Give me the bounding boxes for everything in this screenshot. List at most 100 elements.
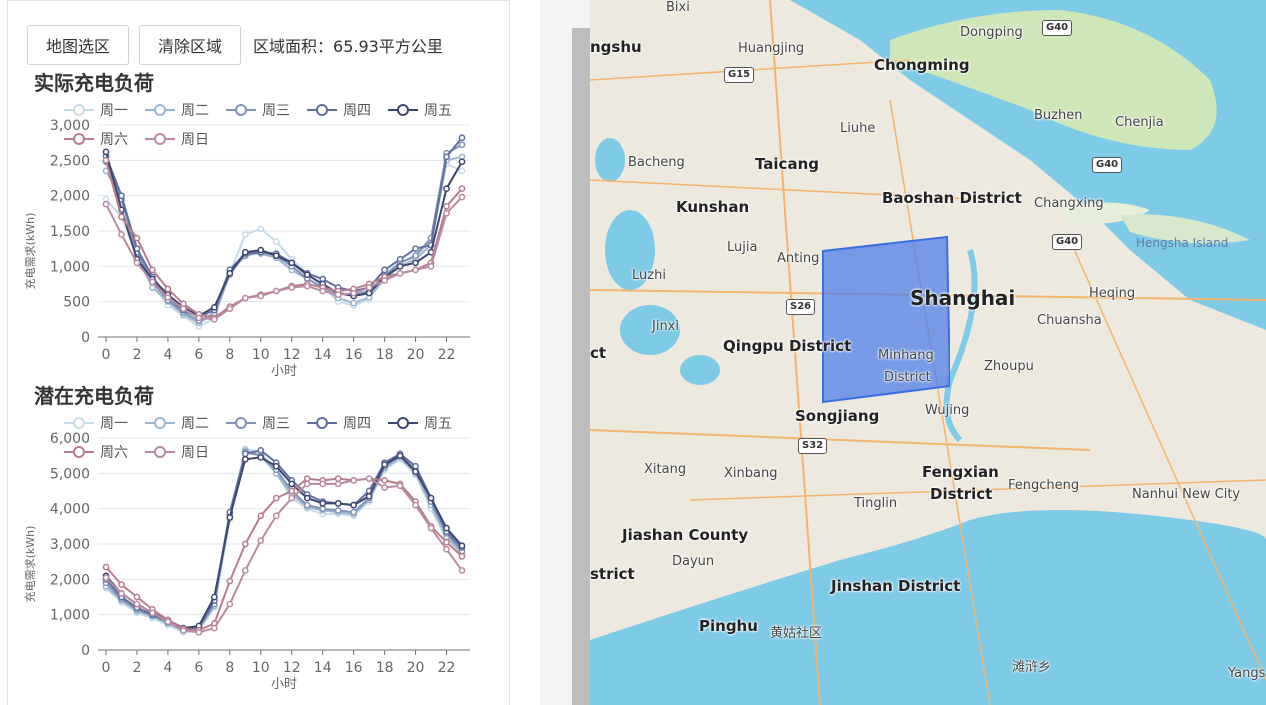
map-place-label: Xinbang — [724, 466, 778, 481]
legend-marker — [316, 104, 328, 116]
x-tick-label: 20 — [407, 347, 425, 363]
data-point — [272, 462, 280, 470]
data-point — [102, 563, 110, 571]
data-point — [443, 153, 450, 161]
data-point — [210, 593, 218, 601]
data-point — [381, 277, 388, 284]
map-place-label: 黄姑社区 — [770, 626, 823, 641]
data-point — [257, 454, 265, 461]
data-point — [319, 505, 327, 513]
data-point — [226, 270, 234, 277]
series-line — [105, 477, 463, 634]
data-point — [149, 284, 156, 291]
data-point — [257, 447, 265, 454]
data-point — [319, 500, 327, 507]
data-point — [334, 480, 342, 488]
x-tick-label: 12 — [283, 660, 301, 676]
data-point — [319, 287, 327, 295]
data-point — [427, 262, 435, 270]
data-point — [226, 514, 234, 521]
panel-card — [7, 0, 510, 705]
y-tick-label: 5,000 — [50, 466, 90, 482]
legend-marker — [235, 417, 247, 429]
data-point — [288, 494, 296, 502]
highway-shield: G40 — [1042, 20, 1073, 36]
data-point — [102, 574, 110, 581]
map-place-label: Chongming — [874, 56, 970, 74]
data-point — [288, 284, 296, 291]
data-point — [118, 213, 125, 221]
x-tick-label: 14 — [314, 660, 332, 676]
data-point — [458, 167, 466, 175]
data-point — [350, 477, 358, 484]
data-point — [195, 628, 203, 636]
x-tick-label: 10 — [252, 660, 270, 676]
x-tick-label: 22 — [438, 347, 456, 363]
data-point — [288, 259, 296, 267]
map-place-label: Minhang — [878, 348, 934, 363]
data-point — [396, 482, 404, 490]
map-place-label: Yangs — [1228, 666, 1266, 681]
map-place-label: Dayun — [672, 554, 715, 569]
potential-load-chart: 潜在充电负荷 周一 周二 周三 周四 周五 周六 周日 0 1,000 2,000 3,000 4,0… — [20, 378, 490, 698]
data-point — [133, 593, 141, 601]
y-tick-label: 1,500 — [50, 224, 90, 240]
data-point — [210, 624, 218, 632]
highway-shield: G40 — [1052, 234, 1083, 250]
map-place-label: Changxing — [1034, 196, 1104, 211]
data-point — [195, 314, 203, 322]
data-point — [303, 271, 311, 279]
map-place-label: Liuhe — [840, 121, 876, 136]
data-point — [257, 225, 265, 233]
map-place-label: Kunshan — [676, 198, 750, 216]
clear-area-button[interactable]: 清除区域 — [139, 25, 242, 65]
x-tick-label: 8 — [225, 660, 234, 676]
map-place-label: Jinshan District — [831, 577, 961, 595]
data-point — [350, 501, 358, 509]
data-point — [241, 540, 249, 548]
legend-label: 周六 — [100, 132, 128, 148]
data-point — [443, 545, 450, 553]
legend-label: 周三 — [262, 416, 290, 432]
legend-marker — [154, 446, 166, 458]
data-point — [334, 500, 342, 507]
y-tick-label: 4,000 — [50, 502, 90, 518]
data-point — [164, 618, 172, 626]
legend-label: 周日 — [181, 132, 209, 148]
data-point — [458, 542, 466, 550]
data-point — [149, 266, 156, 274]
actual-load-chart: 实际充电负荷 周一 周二 周三 周四 周五 周六 周日 0 500 1,000 1,500 2,000… — [20, 65, 490, 385]
y-axis-title: 充电需求(kWh) — [23, 213, 37, 290]
data-point — [241, 294, 249, 302]
x-tick-label: 4 — [163, 660, 172, 676]
data-point — [272, 238, 280, 245]
legend-label: 周五 — [424, 103, 452, 119]
series-line — [105, 451, 463, 631]
legend-label: 周六 — [100, 445, 128, 461]
map-view[interactable]: Dongping Chongming Huangjing ngshu Buzhen Che… — [590, 0, 1266, 705]
legend-marker — [154, 133, 166, 145]
x-tick-label: 4 — [163, 347, 172, 363]
data-point — [412, 252, 419, 260]
data-point — [458, 158, 466, 166]
map-place-label: Zhoupu — [984, 359, 1034, 374]
map-place-label: Jinxi — [652, 319, 679, 334]
scrollbar[interactable] — [572, 28, 590, 705]
selected-area-polygon[interactable] — [820, 234, 950, 404]
map-place-label: Chuansha — [1037, 313, 1102, 328]
data-point — [443, 524, 450, 532]
data-point — [412, 501, 419, 509]
map-place-label: Nanhui New City — [1132, 487, 1241, 502]
highway-shield: S26 — [786, 299, 816, 315]
map-place-label: Fengcheng — [1008, 478, 1080, 493]
map-place-label: Jiashan County — [622, 526, 749, 544]
data-point — [241, 450, 249, 458]
map-place-label: Tinglin — [854, 496, 898, 511]
x-tick-label: 18 — [376, 347, 394, 363]
data-point — [133, 234, 141, 242]
map-place-label: Baoshan District — [882, 189, 1022, 207]
map-place-label: Taicang — [755, 155, 819, 173]
data-point — [133, 600, 141, 608]
map-select-button[interactable]: 地图选区 — [27, 25, 130, 65]
